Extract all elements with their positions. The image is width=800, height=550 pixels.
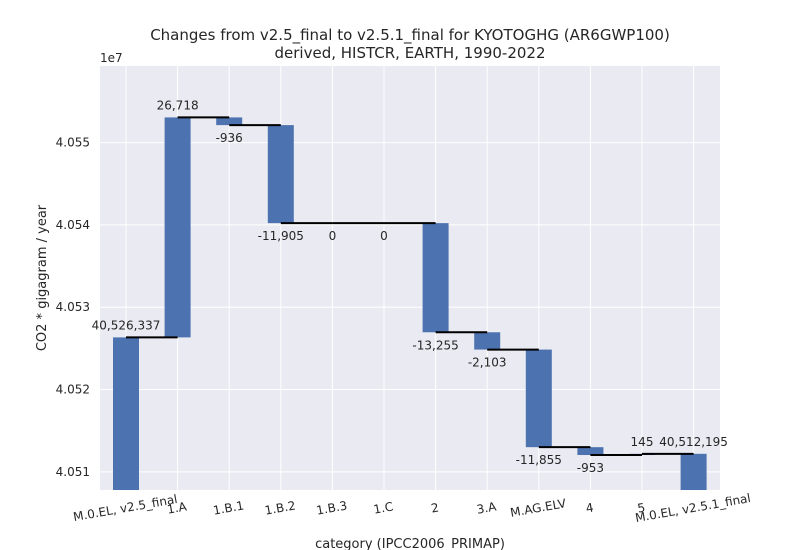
data-label: 0 [380, 229, 388, 243]
connectors [126, 116, 694, 457]
x-tick-label: 3.A [476, 499, 499, 516]
bar [113, 337, 139, 490]
x-tick-label: 1.B.3 [315, 498, 348, 517]
y-tick-label: 4.051 [56, 465, 90, 479]
chart-title: Changes from v2.5_final to v2.5.1_final … [150, 26, 670, 45]
data-label: 40,512,195 [659, 435, 728, 449]
bar [267, 125, 294, 224]
data-labels: 40,526,337 26,718 -936 -11,905 0 0 -13,255 -2,1… [92, 98, 728, 475]
x-tick-label: 1.B.1 [212, 498, 245, 517]
x-tick-label: 4 [585, 501, 595, 516]
plot-background [100, 66, 720, 490]
data-label: 0 [329, 229, 337, 243]
x-tick-label: M.0.EL, v2.5_final [72, 492, 178, 524]
chart-subtitle: derived, HISTCR, EARTH, 1990-2022 [275, 44, 546, 62]
bar [680, 453, 707, 490]
x-tick-label: 1.B.2 [264, 498, 297, 517]
bar [164, 117, 191, 338]
bar [577, 447, 604, 456]
data-label: 26,718 [157, 98, 199, 112]
x-axis-label: category (IPCC2006_PRIMAP) [315, 537, 505, 550]
y-tick-label: 4.055 [56, 136, 90, 150]
x-tick-label: 1.C [372, 499, 394, 516]
x-tick-label: M.0.EL, v2.5.1_final [634, 491, 752, 525]
y-axis-ticks: 4.051 4.052 4.053 4.054 4.055 [56, 136, 90, 479]
y-tick-label: 4.053 [56, 300, 90, 314]
bar [422, 223, 449, 333]
x-tick-label: 2 [430, 501, 440, 516]
data-label: -11,905 [258, 229, 304, 243]
y-tick-label: 4.054 [56, 218, 90, 232]
bars [113, 117, 707, 490]
data-label: -2,103 [468, 356, 507, 370]
data-label: 145 [631, 435, 654, 449]
y-tick-label: 4.052 [56, 383, 90, 397]
data-label: 40,526,337 [92, 318, 161, 332]
y-axis-label: CO2 * gigagram / year [35, 204, 50, 351]
y-offset-label: 1e7 [100, 51, 123, 65]
data-label: -11,855 [516, 453, 562, 467]
x-tick-label: 5 [636, 501, 646, 516]
bar [216, 117, 243, 126]
data-label: -936 [216, 131, 243, 145]
data-label: -953 [577, 461, 604, 475]
x-tick-label: M.AG.ELV [509, 496, 568, 520]
bar [474, 332, 501, 350]
bar [525, 349, 552, 448]
data-label: -13,255 [412, 338, 458, 352]
x-tick-label: 1.A [166, 499, 189, 516]
